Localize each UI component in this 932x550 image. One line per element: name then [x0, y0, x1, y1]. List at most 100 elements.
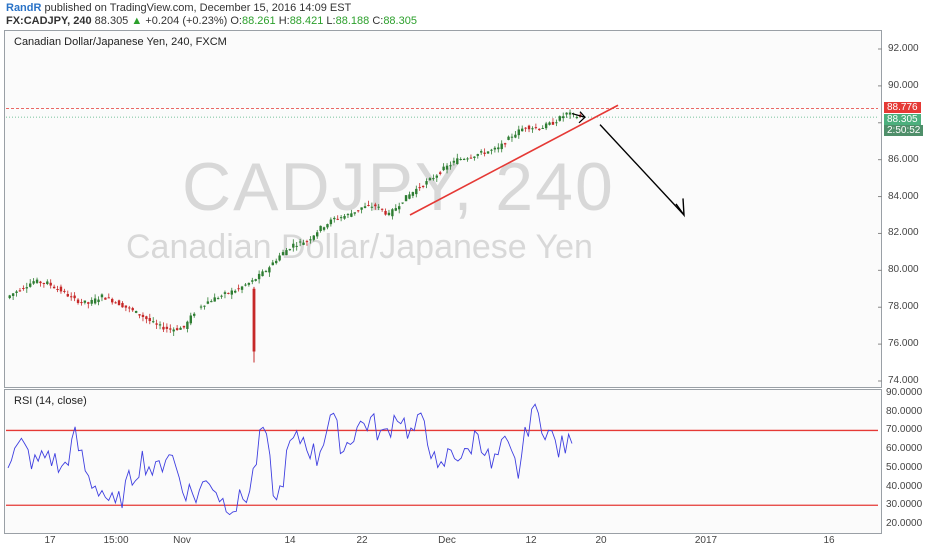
candle-body [70, 296, 73, 298]
candle-body [117, 300, 121, 306]
candle-body [237, 288, 240, 290]
candle-body [391, 209, 394, 217]
candle-body [244, 284, 247, 286]
price-tick-label: 78.000 [888, 301, 919, 313]
candle-body [384, 210, 387, 215]
candle-body [80, 302, 83, 304]
candle-body [275, 260, 278, 264]
candle-body [90, 299, 93, 304]
candle-body [404, 195, 408, 202]
candle-body [128, 307, 131, 309]
candle-body [551, 121, 555, 125]
price-tick-label: 90.000 [888, 79, 919, 91]
close-label: C: [372, 15, 384, 27]
candle-body [18, 290, 22, 292]
symbol-label[interactable]: FX:CADJPY, 240 [6, 15, 92, 27]
candle-body [165, 326, 169, 329]
candle-body [186, 321, 189, 329]
candle-body [295, 245, 298, 247]
last-price: 88.305 [94, 15, 129, 27]
countdown-label: 2:50:52 [884, 125, 924, 136]
candle-body [329, 219, 333, 225]
candle-body [336, 218, 339, 220]
candle-body [182, 325, 186, 328]
candle-body [285, 250, 288, 256]
candle-body [432, 178, 435, 180]
candle-body [445, 165, 449, 170]
last-price-label: 88.305 [884, 114, 921, 125]
candle-body [104, 297, 107, 300]
rsi-tick-label: 40.0000 [886, 480, 923, 492]
main-price-pane[interactable] [4, 30, 882, 388]
price-tick-label: 82.000 [888, 227, 919, 239]
rsi-tick-label: 90.0000 [886, 387, 923, 398]
candle-body [199, 306, 203, 308]
candle-body [548, 122, 551, 125]
candle-body [138, 314, 141, 316]
candle-body [134, 310, 138, 313]
candle-body [360, 207, 363, 210]
time-tick-label: 20 [595, 535, 607, 546]
candle-body [206, 301, 210, 304]
open-label: O: [230, 15, 242, 27]
candle-body [497, 147, 500, 150]
candle-body [500, 143, 503, 150]
candle-body [510, 136, 514, 138]
candle-body [268, 267, 271, 273]
candle-body [555, 122, 558, 124]
candle-body [56, 289, 59, 291]
candle-body [452, 160, 456, 163]
candle-body [114, 302, 117, 304]
candle-body [240, 286, 244, 290]
candle-body [517, 129, 520, 136]
candle-body [63, 290, 66, 292]
candle-body [158, 324, 162, 326]
candle-body [29, 283, 32, 287]
candle-body [476, 154, 479, 156]
candle-body [302, 242, 305, 245]
candle-body [398, 206, 401, 210]
candle-body [367, 205, 370, 207]
candle-body [111, 298, 114, 303]
candle-body [558, 116, 561, 121]
candle-body [309, 239, 312, 241]
candle-body [49, 282, 52, 286]
time-tick-label: 12 [525, 535, 537, 546]
candle-body [271, 262, 274, 266]
candle-body [370, 206, 374, 208]
candle-body [298, 241, 302, 243]
publisher-name[interactable]: RandR [6, 2, 42, 14]
time-tick-label: 14 [284, 535, 296, 546]
candle-body [456, 158, 459, 165]
published-text: published on TradingView.com, December 1… [44, 2, 352, 14]
candle-body [288, 249, 292, 251]
rsi-tick-label: 50.0000 [886, 461, 923, 473]
candle-body [462, 158, 466, 160]
candle-body [87, 302, 90, 304]
time-tick-label: 16 [823, 535, 835, 546]
price-tick-label: 74.000 [888, 375, 919, 386]
time-tick-label: Nov [173, 535, 191, 546]
low-label: L: [326, 15, 336, 27]
candle-body [251, 280, 254, 282]
candle-body [421, 185, 425, 187]
candle-body [408, 194, 411, 199]
candle-body [292, 243, 295, 248]
candle-body [435, 175, 438, 178]
time-tick-label: Dec [438, 535, 456, 546]
candle-body [346, 214, 350, 216]
rsi-series-line [7, 403, 573, 516]
candle-body [227, 292, 230, 294]
price-tick-label: 92.000 [888, 43, 919, 54]
candle-body [107, 297, 110, 299]
candle-body [524, 127, 527, 129]
candle-body [155, 323, 158, 325]
candle-body [466, 158, 469, 160]
candle-body [83, 300, 87, 303]
candle-body [152, 321, 155, 323]
candle-body [254, 279, 257, 281]
candle-body [333, 217, 336, 220]
rsi-pane[interactable] [4, 389, 882, 534]
candle-body [350, 213, 353, 217]
